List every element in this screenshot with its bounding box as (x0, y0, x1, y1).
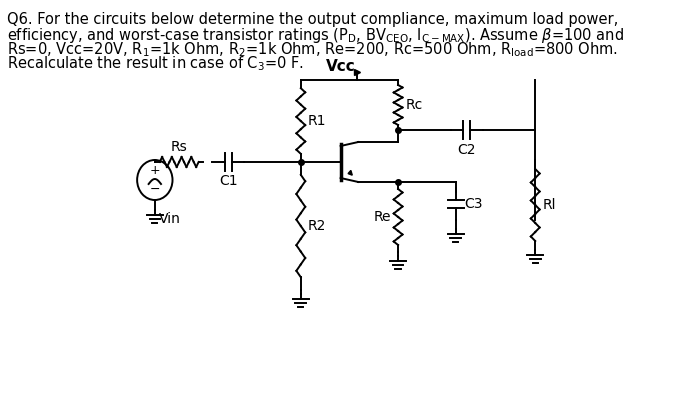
Text: −: − (150, 183, 160, 195)
Text: R2: R2 (308, 219, 326, 233)
Polygon shape (348, 171, 352, 175)
Text: efficiency, and worst-case transistor ratings (P$_\mathrm{D}$, BV$_\mathrm{CEO}$: efficiency, and worst-case transistor ra… (7, 26, 624, 45)
Text: Rl: Rl (542, 198, 556, 212)
Text: R1: R1 (308, 114, 326, 128)
Text: Q6. For the circuits below determine the output compliance, maximum load power,: Q6. For the circuits below determine the… (7, 12, 618, 27)
Text: Rs: Rs (170, 140, 187, 154)
Text: Rs=0, Vcc=20V, R$_1$=1k Ohm, R$_2$=1k Ohm, Re=200, Rc=500 Ohm, R$_\mathrm{load}$: Rs=0, Vcc=20V, R$_1$=1k Ohm, R$_2$=1k Oh… (7, 40, 618, 59)
Text: C2: C2 (457, 143, 476, 157)
Text: Vcc: Vcc (326, 59, 356, 74)
Text: C1: C1 (219, 174, 237, 188)
Text: C3: C3 (465, 197, 483, 211)
Text: +: + (150, 165, 160, 178)
Text: Vin: Vin (159, 212, 181, 226)
Text: Rc: Rc (405, 98, 422, 112)
Text: Re: Re (373, 210, 391, 224)
Text: Recalculate the result in case of C$_3$=0 F.: Recalculate the result in case of C$_3$=… (7, 54, 304, 73)
